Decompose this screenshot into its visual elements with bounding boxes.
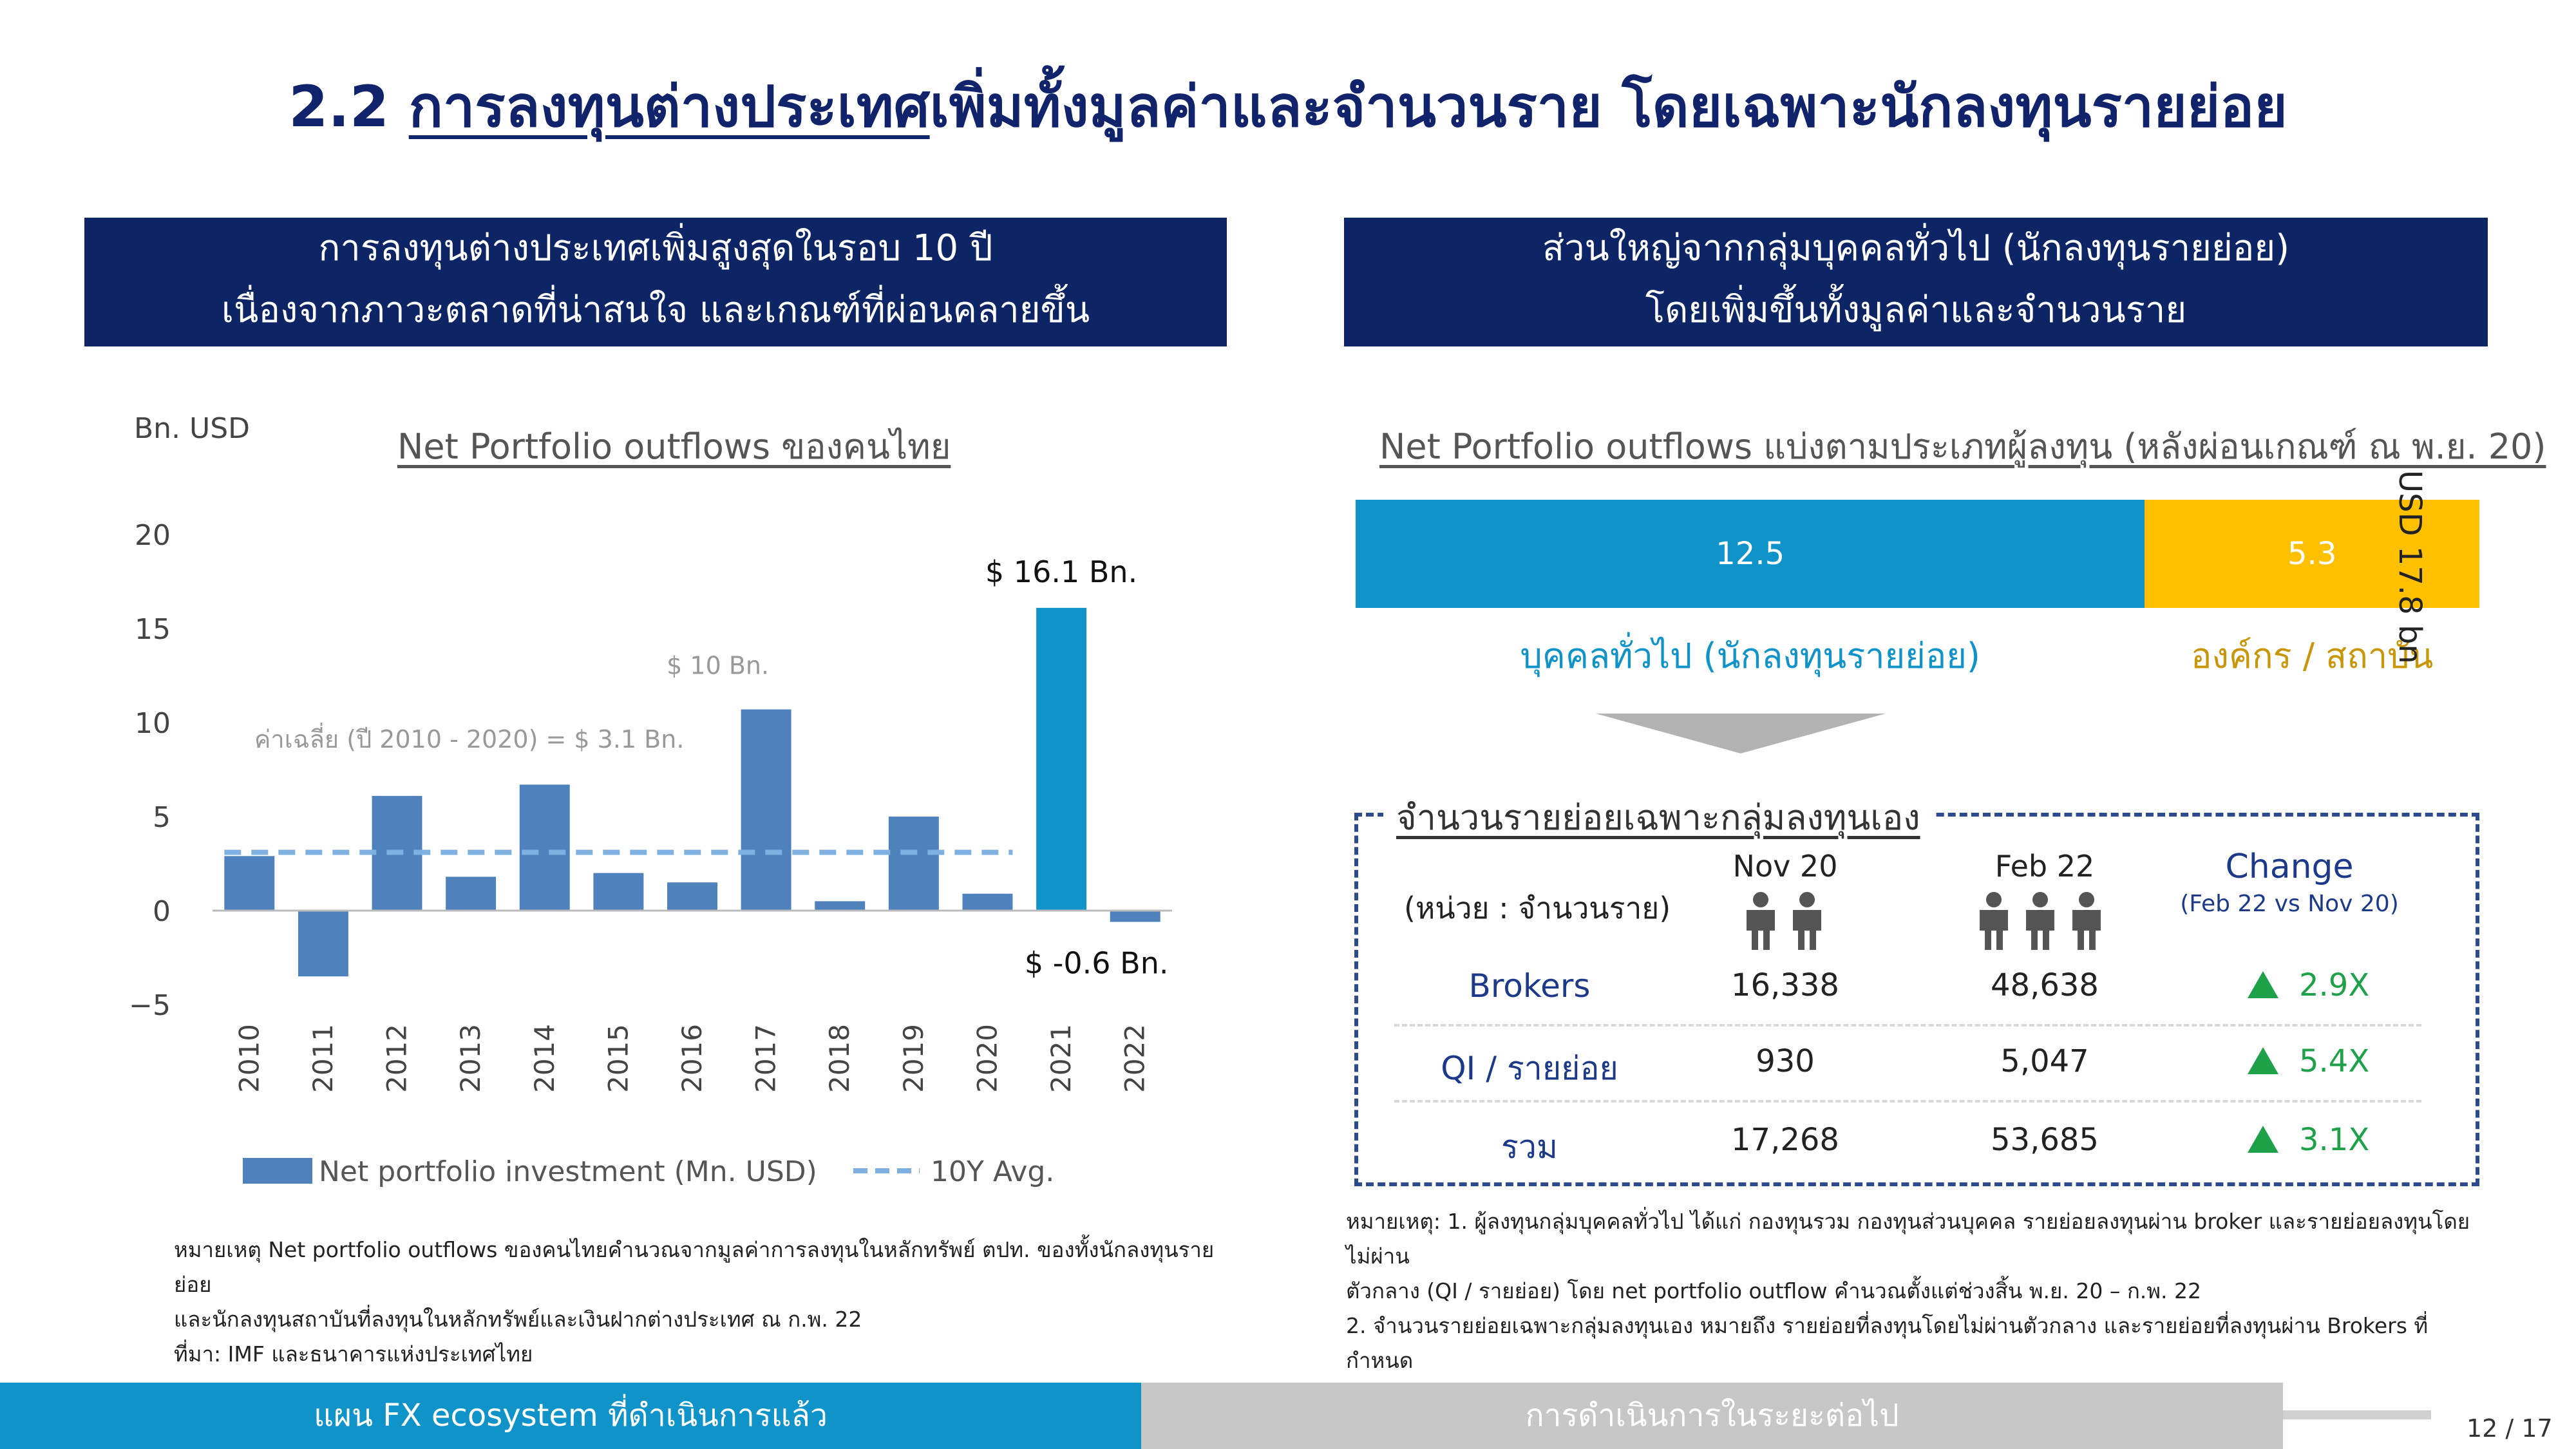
x-tick-label: 2016 xyxy=(676,1024,708,1093)
person-icon xyxy=(2072,892,2101,950)
x-tick-label: 2012 xyxy=(381,1024,413,1093)
avg-annotation: ค่าเฉลี่ย (ปี 2010 - 2020) = $ 3.1 Bn. xyxy=(254,723,684,753)
bar-2016 xyxy=(667,882,717,911)
left-banner-line2: เนื่องจากภาวะตลาดที่น่าสนใจ และเกณฑ์ที่ผ… xyxy=(221,289,1090,331)
col-change-header: Change xyxy=(2225,848,2354,886)
x-tick-label: 2021 xyxy=(1045,1024,1077,1093)
y2017-annotation: $ 10 Bn. xyxy=(667,652,769,680)
person-icon xyxy=(2026,892,2054,950)
col-feb22-header: Feb 22 xyxy=(1994,849,2095,884)
up-triangle-icon xyxy=(2248,971,2278,998)
bar-2020 xyxy=(962,893,1013,911)
split-chart-title: Net Portfolio outflows แบ่งตามประเภทผู้ล… xyxy=(1379,426,2546,467)
x-tick-label: 2018 xyxy=(824,1024,855,1093)
row-label-brokers: Brokers xyxy=(1468,967,1591,1005)
cell-total-nov20: 17,268 xyxy=(1731,1122,1839,1158)
right-banner: ส่วนใหญ่จากกลุ่มบุคคลทั่วไป (นักลงทุนราย… xyxy=(1344,218,2488,346)
y-tick-label: 5 xyxy=(153,801,171,834)
x-tick-label: 2011 xyxy=(307,1024,339,1093)
cell-brokers-nov20: 16,338 xyxy=(1731,967,1839,1003)
bar-2018 xyxy=(815,901,866,911)
x-tick-label: 2010 xyxy=(233,1024,265,1093)
y-tick-label: 0 xyxy=(153,895,171,928)
y-axis-unit: Bn. USD xyxy=(134,412,251,445)
person-icon xyxy=(1747,892,1775,950)
legend-bar-swatch xyxy=(243,1158,312,1184)
page-title: 2.2 การลงทุนต่างประเทศเพิ่มทั้งมูลค่าและ… xyxy=(289,73,2287,140)
down-arrow-icon xyxy=(1596,714,1886,753)
col-change-subheader: (Feb 22 vs Nov 20) xyxy=(2180,891,2399,917)
bar-2019 xyxy=(888,817,939,911)
y-tick-label: 20 xyxy=(135,519,171,552)
cell-qi-change: 5.4X xyxy=(2248,1043,2369,1079)
x-tick-label: 2020 xyxy=(971,1024,1003,1093)
legend-avg-label: 10Y Avg. xyxy=(931,1155,1054,1188)
y-tick-label: 15 xyxy=(135,613,171,646)
footer-tab-done[interactable]: แผน FX ecosystem ที่ดำเนินการแล้ว xyxy=(0,1383,1141,1449)
footer-tab-next[interactable]: การดำเนินการในระยะต่อไป xyxy=(1141,1383,2283,1449)
cell-total-feb22: 53,685 xyxy=(1991,1122,2099,1158)
x-tick-label: 2019 xyxy=(898,1024,929,1093)
notes-left: หมายเหตุ Net portfolio outflows ของคนไทย… xyxy=(174,1237,1215,1367)
total-label: USD 17.8 bn xyxy=(2392,470,2428,664)
bar-2021 xyxy=(1036,607,1087,911)
unit-label: (หน่วย : จำนวนราย) xyxy=(1404,891,1671,925)
up-triangle-icon xyxy=(2248,1126,2278,1153)
bar-2014 xyxy=(519,784,570,911)
x-tick-label: 2015 xyxy=(602,1024,634,1093)
left-banner-line1: การลงทุนต่างประเทศเพิ่มสูงสุดในรอบ 10 ปี xyxy=(318,227,993,269)
row-divider xyxy=(1394,1024,2421,1027)
cell-brokers-feb22: 48,638 xyxy=(1991,967,2099,1003)
footer-divider xyxy=(2283,1410,2431,1419)
row-label-qi: QI / รายย่อย xyxy=(1441,1050,1618,1087)
bar-2017 xyxy=(741,709,791,911)
x-tick-label: 2013 xyxy=(455,1024,486,1093)
x-tick-label: 2014 xyxy=(529,1024,560,1093)
min-annotation: $ -0.6 Bn. xyxy=(1025,946,1169,981)
legend-bar-label: Net portfolio investment (Mn. USD) xyxy=(319,1155,817,1188)
bar-2013 xyxy=(446,876,497,911)
y-tick-label: 10 xyxy=(135,707,171,740)
segment-institution: 5.3 xyxy=(2145,500,2479,608)
segment-retail-label: บุคคลทั่วไป (นักลงทุนรายย่อย) xyxy=(1520,636,1980,676)
row-label-total: รวม xyxy=(1501,1128,1558,1166)
up-triangle-icon xyxy=(2248,1047,2278,1074)
bar-chart-title: Net Portfolio outflows ของคนไทย xyxy=(397,426,951,467)
bar-2010 xyxy=(224,856,275,911)
retail-table-title: จำนวนรายย่อยเฉพาะกลุ่มลงทุนเอง xyxy=(1383,790,1933,845)
left-banner: การลงทุนต่างประเทศเพิ่มสูงสุดในรอบ 10 ปี… xyxy=(84,218,1227,346)
x-tick-label: 2022 xyxy=(1119,1024,1151,1093)
cell-qi-nov20: 930 xyxy=(1756,1043,1815,1079)
bar-2022 xyxy=(1110,911,1160,922)
segment-retail: 12.5 xyxy=(1356,500,2145,608)
cell-qi-feb22: 5,047 xyxy=(2000,1043,2089,1079)
row-divider xyxy=(1394,1100,2421,1103)
bar-2011 xyxy=(298,911,348,977)
max-annotation: $ 16.1 Bn. xyxy=(985,554,1137,589)
x-tick-label: 2017 xyxy=(750,1024,782,1093)
cell-brokers-change: 2.9X xyxy=(2248,967,2369,1003)
col-nov20-header: Nov 20 xyxy=(1732,849,1838,884)
person-icon xyxy=(1980,892,2008,950)
right-banner-line1: ส่วนใหญ่จากกลุ่มบุคคลทั่วไป (นักลงทุนราย… xyxy=(1542,227,2290,269)
cell-total-change: 3.1X xyxy=(2248,1122,2369,1158)
y-tick-label: −5 xyxy=(129,989,171,1022)
people-icon-3 xyxy=(1971,892,2110,952)
bar-2015 xyxy=(593,873,644,911)
page-number: 12 / 17 xyxy=(2467,1414,2553,1443)
person-icon xyxy=(1793,892,1821,950)
segment-institution-label: องค์กร / สถาบัน xyxy=(2191,636,2434,676)
people-icon-2 xyxy=(1738,892,1830,952)
right-banner-line2: โดยเพิ่มขึ้นทั้งมูลค่าและจำนวนราย xyxy=(1645,289,2187,331)
